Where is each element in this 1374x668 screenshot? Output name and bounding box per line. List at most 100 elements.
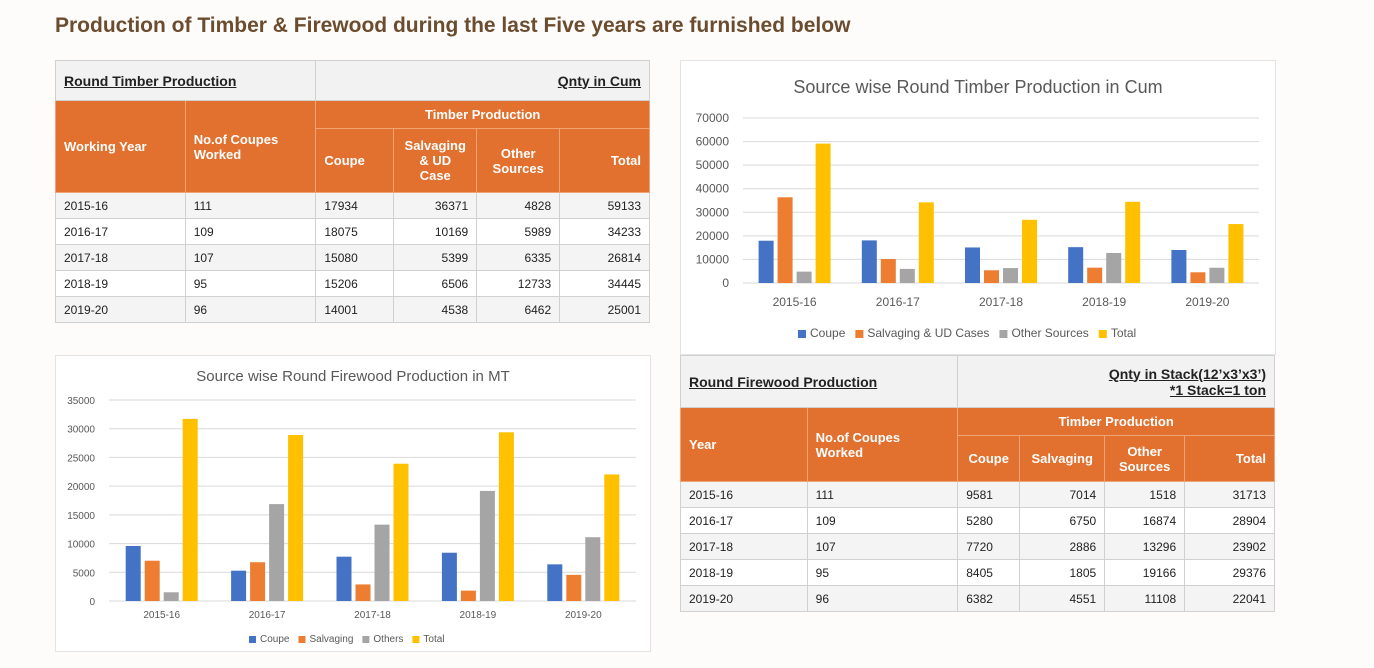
table-cell-c1: 5280 [957,507,1021,534]
table-cell-c3: 6462 [476,296,561,323]
col-coupe: Coupe [957,435,1021,482]
table-cell-c2: 1805 [1019,559,1106,586]
table-cell-c1: 18075 [315,218,395,245]
y-tick-label: 20000 [696,229,730,243]
table-row: 2015-16 111 17934 36371 4828 59133 [55,192,650,219]
bar-total [182,418,198,601]
y-tick-label: 60000 [696,135,730,149]
bar-others [269,504,285,601]
table-cell-year: 2019-20 [680,585,808,612]
bar-others [374,524,390,601]
table-cell-year: 2019-20 [55,296,186,323]
table-cell-c4: 26814 [559,244,650,271]
bar-other-sources [796,271,812,283]
bar-total [815,143,831,283]
table-cell-c1: 15206 [315,270,395,297]
col-group-timber-production: Timber Production [315,100,650,129]
table-cell-year: 2015-16 [680,481,808,508]
firewood-chart-svg: Source wise Round Firewood Production in… [67,368,636,645]
table-cell-c1: 17934 [315,192,395,219]
legend-swatch [999,330,1008,338]
table-cell-coupes: 109 [806,507,959,534]
page-heading: Production of Timber & Firewood during t… [55,14,851,37]
table-cell-year: 2015-16 [55,192,186,219]
timber-chart: Source wise Round Timber Production in C… [680,60,1276,355]
table-cell-c1: 9581 [957,481,1021,508]
bar-total [1125,201,1141,283]
table-row: 2018-19 95 8405 1805 19166 29376 [680,559,1275,586]
table-cell-coupes: 111 [806,481,959,508]
y-tick-label: 0 [722,276,729,290]
table-cell-c3: 6335 [476,244,561,271]
bar-other-sources [1003,268,1018,283]
table-row: 2016-17 109 5280 6750 16874 28904 [680,507,1275,534]
bar-salvaging [355,584,371,601]
bar-salvaging [460,590,476,601]
y-tick-label: 10000 [67,540,95,551]
col-year: Year [680,407,808,482]
table-cell-coupes: 95 [184,270,317,297]
col-working-year: Working Year [55,100,186,193]
table-cell-coupes: 111 [184,192,317,219]
table-cell-c4: 34445 [559,270,650,297]
table-cell-c3: 13296 [1104,533,1186,560]
x-tick-label: 2015-16 [143,610,180,621]
bar-total [604,474,620,601]
table-cell-c2: 4551 [1019,585,1106,612]
col-other-sources: Other Sources [476,128,561,193]
col-total: Total [1184,435,1275,482]
y-tick-label: 50000 [696,158,730,172]
bar-salvaging [144,560,160,601]
bar-salvaging [566,574,582,601]
col-coupe: Coupe [315,128,395,193]
bar-salvaging-ud-cases [1087,267,1103,283]
x-tick-label: 2015-16 [773,295,817,309]
table-cell-c3: 5989 [476,218,561,245]
bar-coupe [1171,249,1187,283]
legend-label: Other Sources [1011,326,1088,340]
table-cell-year: 2016-17 [680,507,808,534]
firewood-production-table: Round Firewood Production Qnty in Stack(… [679,355,1275,612]
bar-total [393,463,409,601]
table-cell-c3: 1518 [1104,481,1186,508]
bar-total [1228,224,1244,283]
firewood-table-unit: Qnty in Stack(12’x3’x3’) *1 Stack=1 ton [957,355,1275,408]
timber-production-table: Round Timber Production Qnty in Cum Work… [54,60,650,323]
col-total: Total [559,128,650,193]
legend-label: Others [373,634,403,645]
table-row: 2015-16 111 9581 7014 1518 31713 [680,481,1275,508]
y-tick-label: 15000 [67,511,95,522]
table-cell-year: 2017-18 [55,244,186,271]
table-cell-c3: 19166 [1104,559,1186,586]
timber-table-unit: Qnty in Cum [315,60,650,101]
legend-label: Coupe [810,326,846,340]
col-other-sources: Other Sources [1104,435,1186,482]
col-coupes-worked: No.of Coupes Worked [184,100,317,193]
x-tick-label: 2018-19 [460,610,497,621]
table-cell-c1: 7720 [957,533,1021,560]
table-cell-coupes: 107 [184,244,317,271]
table-cell-c2: 36371 [393,192,478,219]
bar-other-sources [899,268,915,283]
y-tick-label: 70000 [696,111,730,125]
legend-label: Salvaging & UD Cases [867,326,989,340]
firewood-chart: Source wise Round Firewood Production in… [55,355,651,652]
table-cell-coupes: 107 [806,533,959,560]
legend-swatch [855,330,864,338]
table-cell-coupes: 109 [184,218,317,245]
bar-total [498,432,514,601]
table-cell-c3: 12733 [476,270,561,297]
table-cell-year: 2017-18 [680,533,808,560]
timber-chart-svg: Source wise Round Timber Production in C… [696,77,1259,340]
bar-coupe [125,545,141,601]
legend-label: Total [1111,326,1136,340]
table-row: 2018-19 95 15206 6506 12733 34445 [55,270,650,297]
x-tick-label: 2019-20 [565,610,602,621]
bar-others [585,537,601,601]
table-cell-c3: 11108 [1104,585,1186,612]
table-row: 2017-18 107 15080 5399 6335 26814 [55,244,650,271]
bar-other-sources [1209,267,1225,283]
x-tick-label: 2018-19 [1082,295,1126,309]
col-salvaging: Salvaging [1019,435,1106,482]
bar-coupe [758,240,774,283]
